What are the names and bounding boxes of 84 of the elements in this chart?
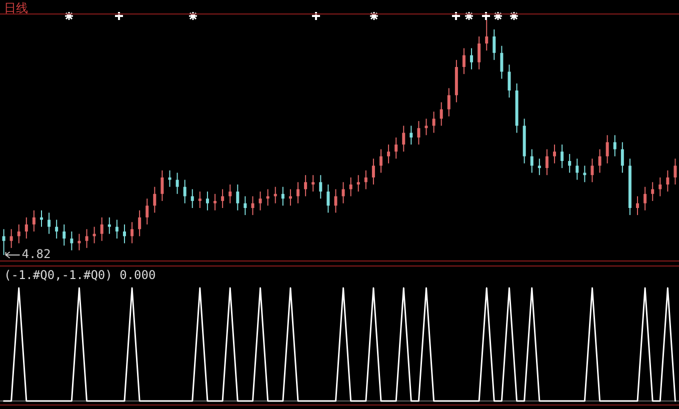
- candlestick: [538, 158, 541, 176]
- candlestick: [658, 176, 662, 197]
- candlestick: [470, 48, 474, 70]
- candlestick: [160, 170, 164, 202]
- candlestick: [281, 186, 284, 206]
- candlestick: [2, 228, 6, 256]
- candlestick: [251, 196, 254, 216]
- candlestick: [168, 170, 172, 188]
- candlestick: [636, 196, 640, 216]
- candlestick: [478, 36, 481, 70]
- candlestick: [130, 222, 134, 244]
- candlestick: [40, 210, 43, 228]
- candlestick: [492, 28, 496, 60]
- candlestick: [485, 20, 488, 52]
- candlestick: [447, 88, 450, 117]
- candlestick: [349, 176, 352, 197]
- candlestick: [364, 170, 368, 190]
- candlestick: [221, 188, 224, 208]
- candlestick: [644, 186, 647, 211]
- candlestick: [100, 216, 104, 242]
- candlestick: [432, 111, 436, 134]
- candlestick: [410, 125, 413, 146]
- candlestick: [440, 102, 443, 126]
- candlestick: [500, 45, 504, 80]
- candlestick: [606, 134, 609, 164]
- candlestick: [115, 219, 118, 240]
- candlestick: [183, 179, 186, 204]
- candlestick: [17, 224, 20, 244]
- candlestick: [379, 148, 382, 174]
- candlestick: [304, 174, 308, 197]
- candlestick: [508, 64, 511, 98]
- candlestick: [48, 212, 51, 234]
- candlestick: [553, 144, 556, 164]
- candlestick: [176, 172, 179, 194]
- candlestick: [372, 158, 375, 185]
- candlestick: [228, 184, 232, 204]
- candlestick: [394, 137, 398, 160]
- candlestick: [146, 198, 149, 225]
- candlestick: [32, 210, 36, 232]
- candlestick: [462, 48, 466, 75]
- candlestick: [62, 224, 66, 246]
- candlestick: [620, 142, 624, 174]
- candlestick: [417, 120, 420, 146]
- candlestick: [214, 193, 217, 211]
- candlestick: [85, 228, 88, 248]
- candlestick: [387, 144, 390, 164]
- candlestick: [138, 210, 142, 237]
- candlestick: [244, 196, 247, 216]
- candlestick: [342, 182, 345, 204]
- candlestick: [206, 191, 209, 211]
- chart-title: 日线: [4, 1, 28, 15]
- candlestick: [312, 174, 315, 192]
- candlestick: [78, 233, 81, 251]
- candlestick: [190, 188, 194, 208]
- candlestick: [545, 148, 548, 176]
- candlestick: [153, 186, 156, 214]
- candlestick: [651, 182, 654, 202]
- candlestick: [258, 191, 262, 211]
- candlestick: [236, 184, 240, 211]
- candlestick: [674, 158, 677, 185]
- candlestick: [560, 144, 564, 169]
- candlestick: [326, 184, 330, 214]
- candlestick: [598, 148, 602, 174]
- candlestick: [576, 158, 579, 180]
- candlestick: [613, 134, 616, 157]
- candlestick: [24, 216, 28, 240]
- candlestick: [568, 153, 572, 174]
- candlestick: [590, 158, 594, 183]
- annotation: 4.82: [22, 247, 51, 261]
- candlestick: [530, 148, 534, 174]
- text: (-1.#Q0,-1.#Q0) 0.000: [4, 268, 156, 282]
- candlestick: [334, 188, 338, 214]
- candlestick: [122, 224, 126, 244]
- candlestick: [70, 231, 74, 251]
- candlestick: [10, 228, 13, 248]
- candlestick: [274, 186, 277, 204]
- candlestick: [108, 216, 111, 234]
- candlestick: [356, 174, 360, 192]
- candlestick: [198, 191, 202, 208]
- candlestick: [319, 174, 322, 200]
- candlestick: [55, 219, 58, 240]
- candlestick: [666, 170, 670, 192]
- candlestick: [402, 125, 406, 152]
- candlestick: [296, 182, 300, 204]
